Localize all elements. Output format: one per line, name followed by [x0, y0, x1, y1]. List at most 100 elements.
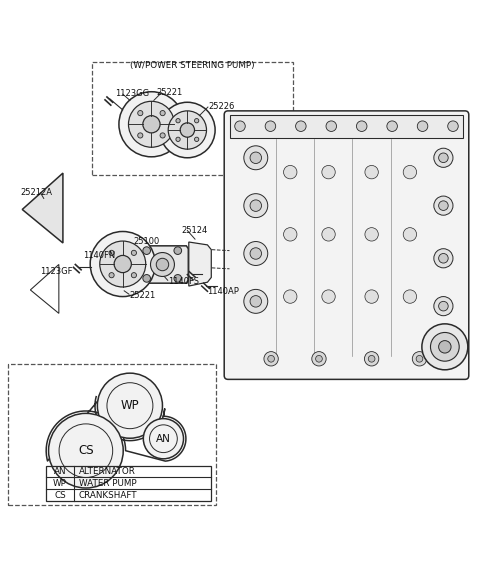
Bar	[46, 466, 211, 502]
Text: CS: CS	[78, 444, 94, 457]
Bar	[8, 363, 216, 505]
Polygon shape	[30, 265, 59, 313]
Circle shape	[403, 228, 417, 241]
Text: 25226: 25226	[209, 102, 235, 111]
Circle shape	[138, 133, 143, 138]
Circle shape	[365, 290, 378, 303]
Circle shape	[250, 248, 262, 259]
Circle shape	[439, 301, 448, 311]
Circle shape	[48, 413, 123, 488]
Circle shape	[439, 254, 448, 263]
Circle shape	[403, 165, 417, 179]
Text: AN: AN	[156, 434, 171, 444]
Circle shape	[364, 352, 379, 366]
Text: CRANKSHAFT: CRANKSHAFT	[79, 491, 137, 500]
Circle shape	[439, 201, 448, 211]
Circle shape	[268, 355, 275, 362]
Circle shape	[387, 121, 397, 131]
Text: 1123GG: 1123GG	[116, 88, 150, 98]
Circle shape	[434, 196, 453, 215]
Text: 25124: 25124	[181, 226, 208, 235]
Circle shape	[434, 148, 453, 168]
Text: WATER PUMP: WATER PUMP	[79, 479, 136, 488]
Circle shape	[439, 153, 448, 162]
Text: 25100: 25100	[134, 237, 160, 246]
Circle shape	[114, 255, 132, 273]
Circle shape	[365, 228, 378, 241]
Text: 25212A: 25212A	[21, 188, 53, 197]
Circle shape	[368, 355, 375, 362]
Circle shape	[174, 247, 181, 254]
Circle shape	[357, 121, 367, 131]
Circle shape	[322, 228, 335, 241]
FancyBboxPatch shape	[224, 111, 469, 379]
Circle shape	[235, 121, 245, 131]
Circle shape	[431, 332, 459, 361]
Circle shape	[284, 290, 297, 303]
Circle shape	[244, 242, 268, 265]
Circle shape	[250, 200, 262, 211]
Text: WP: WP	[120, 399, 139, 412]
Circle shape	[244, 289, 268, 313]
Text: ALTERNATOR: ALTERNATOR	[79, 467, 135, 476]
Polygon shape	[142, 246, 188, 283]
Circle shape	[138, 111, 143, 116]
Circle shape	[100, 241, 146, 287]
Circle shape	[296, 121, 306, 131]
Circle shape	[176, 137, 180, 141]
Text: 1123GF: 1123GF	[40, 267, 72, 276]
Circle shape	[109, 250, 114, 255]
Text: 1140AP: 1140AP	[207, 287, 240, 296]
Circle shape	[250, 296, 262, 307]
Circle shape	[174, 274, 181, 282]
Circle shape	[143, 274, 151, 282]
Circle shape	[326, 121, 336, 131]
Polygon shape	[22, 173, 63, 243]
Circle shape	[284, 228, 297, 241]
Circle shape	[264, 352, 278, 366]
Circle shape	[448, 121, 458, 131]
Text: 25221: 25221	[156, 88, 182, 96]
Circle shape	[312, 352, 326, 366]
Circle shape	[97, 373, 162, 438]
Bar	[230, 115, 463, 138]
Circle shape	[403, 290, 417, 303]
Circle shape	[244, 146, 268, 170]
Circle shape	[434, 249, 453, 268]
Circle shape	[265, 121, 276, 131]
Circle shape	[132, 250, 136, 255]
Circle shape	[439, 340, 451, 353]
Polygon shape	[189, 242, 211, 286]
Circle shape	[250, 152, 262, 164]
Circle shape	[434, 297, 453, 316]
Circle shape	[132, 273, 136, 278]
Circle shape	[143, 115, 160, 133]
Circle shape	[416, 355, 423, 362]
Circle shape	[322, 165, 335, 179]
Circle shape	[143, 247, 151, 254]
Circle shape	[129, 101, 174, 148]
Text: (W/POWER STEERING PUMP): (W/POWER STEERING PUMP)	[130, 61, 254, 71]
Circle shape	[194, 119, 199, 123]
Text: WP: WP	[53, 479, 67, 488]
Circle shape	[284, 165, 297, 179]
Circle shape	[417, 121, 428, 131]
Circle shape	[109, 273, 114, 278]
Circle shape	[316, 355, 323, 362]
Text: AN: AN	[54, 467, 66, 476]
Circle shape	[159, 102, 215, 158]
Text: CS: CS	[54, 491, 66, 500]
Circle shape	[365, 165, 378, 179]
Circle shape	[412, 352, 427, 366]
Circle shape	[144, 418, 183, 459]
Circle shape	[156, 258, 168, 271]
Text: 1140FS: 1140FS	[168, 277, 199, 286]
Circle shape	[160, 111, 165, 116]
Circle shape	[422, 324, 468, 370]
Circle shape	[90, 231, 156, 297]
Circle shape	[180, 123, 194, 137]
Text: 1140FN: 1140FN	[84, 251, 116, 261]
Circle shape	[322, 290, 335, 303]
Circle shape	[151, 253, 174, 277]
Circle shape	[176, 119, 180, 123]
